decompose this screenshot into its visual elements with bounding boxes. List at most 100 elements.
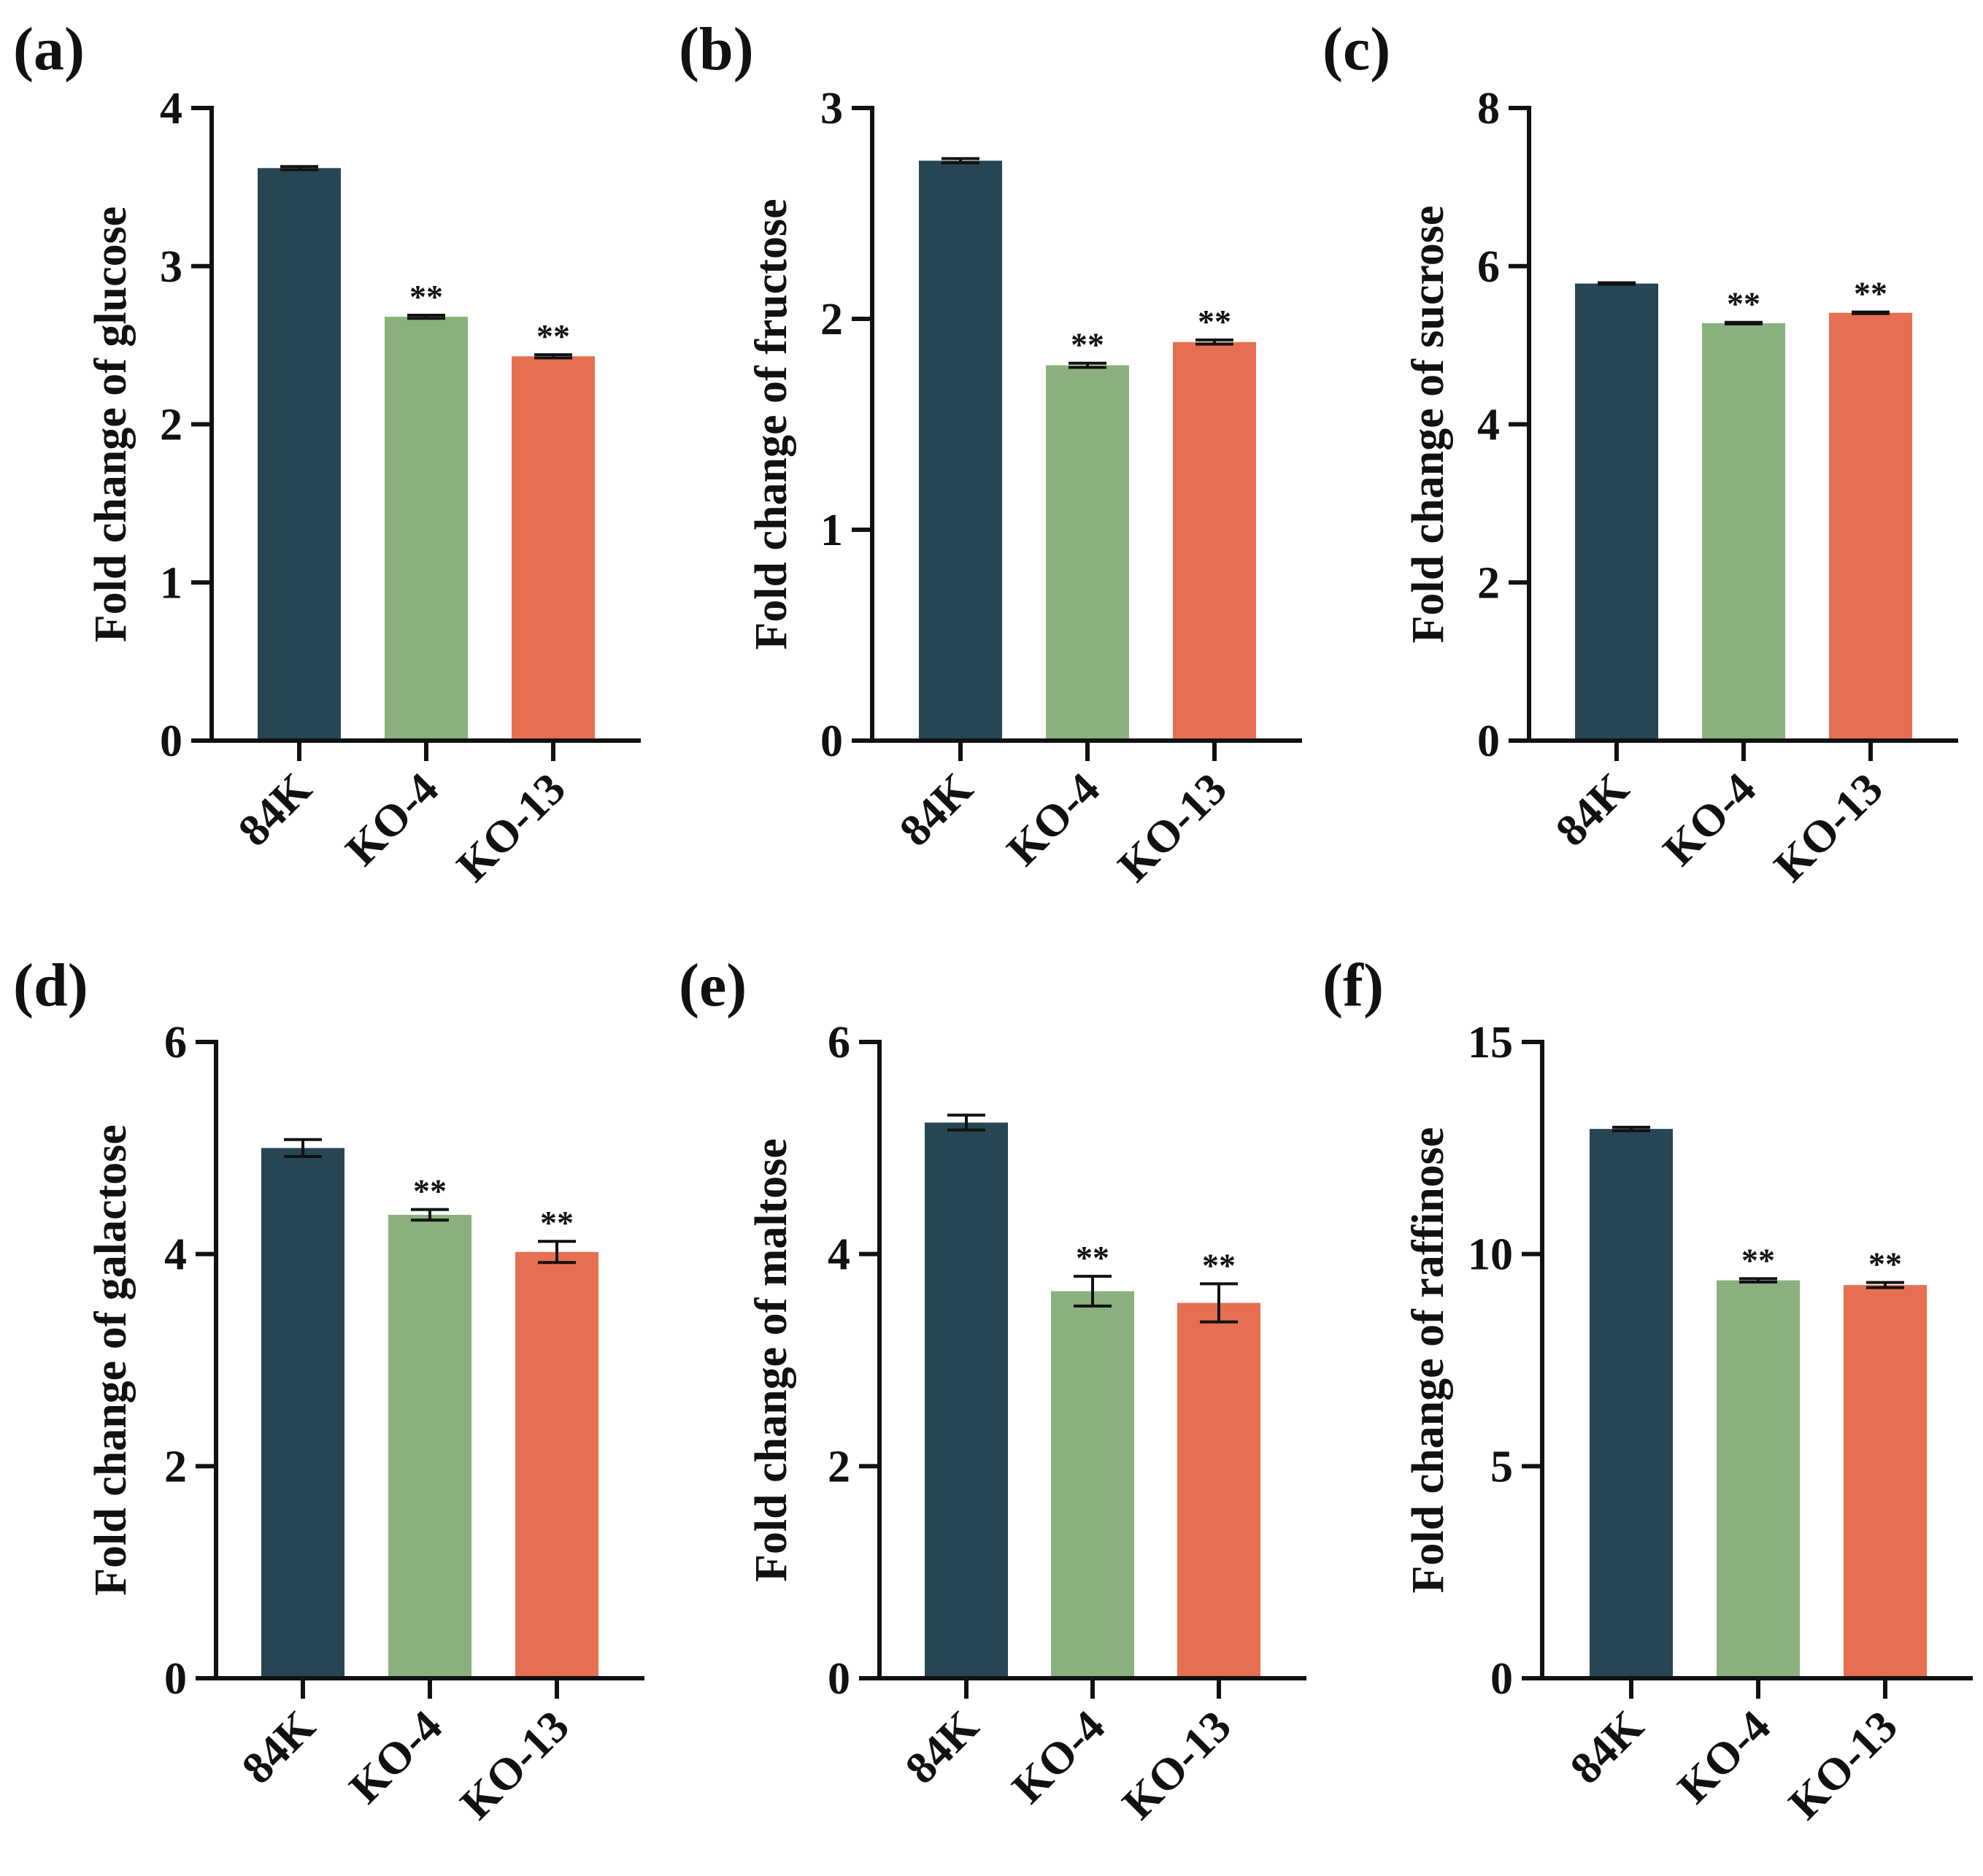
x-tick-label: KO-4 <box>998 764 1109 876</box>
error-bar <box>1200 1282 1238 1324</box>
error-bar <box>411 1208 449 1222</box>
x-tick-label: KO-13 <box>1113 1702 1241 1829</box>
y-tick-label: 15 <box>1468 1018 1513 1068</box>
bar-ko-4 <box>1046 365 1129 741</box>
y-tick-label: 0 <box>820 717 843 766</box>
error-bar <box>407 313 445 320</box>
x-tick-label: KO-4 <box>1003 1702 1114 1813</box>
significance-mark: ** <box>1198 303 1231 340</box>
y-tick-label: 2 <box>164 1442 187 1491</box>
x-tick-label: KO-4 <box>1668 1702 1780 1813</box>
significance-mark: ** <box>1076 1239 1109 1276</box>
x-tick-label: KO-4 <box>336 764 448 876</box>
y-axis-title: Fold change of fructose <box>747 198 796 649</box>
y-tick-label: 0 <box>160 717 182 766</box>
x-tick-label: 84K <box>890 764 982 856</box>
panel-label: (f) <box>1322 951 1384 1019</box>
bar-84k <box>1590 1129 1673 1678</box>
bar-ko-13 <box>1829 312 1912 741</box>
x-tick-label: KO-13 <box>1779 1702 1907 1829</box>
chart-panel-6: (f) Fold change of raffinose 84K ** KO-4 ** KO… <box>1322 951 1973 1829</box>
bar-84k <box>261 1148 344 1678</box>
bar-84k <box>1575 283 1658 741</box>
error-bar <box>1068 361 1106 369</box>
x-tick-label: 84K <box>896 1702 988 1794</box>
bar-ko-13 <box>1173 341 1256 741</box>
bar-ko-13 <box>1844 1285 1927 1678</box>
y-tick-label: 4 <box>1477 401 1500 450</box>
significance-mark: ** <box>413 1173 447 1210</box>
significance-mark: ** <box>1741 1241 1775 1278</box>
chart-panel-2: (b) Fold change of fructose 84K ** KO-4 ** KO-… <box>679 15 1302 892</box>
bar-84k <box>925 1122 1008 1678</box>
bar-ko-13 <box>1177 1302 1260 1678</box>
significance-mark: ** <box>1727 285 1760 323</box>
x-tick-label: 84K <box>1547 764 1639 856</box>
y-tick-label: 2 <box>160 401 182 450</box>
y-tick-label: 0 <box>164 1654 187 1704</box>
y-tick-label: 6 <box>164 1018 187 1068</box>
error-bar <box>1852 310 1890 315</box>
error-bar <box>538 1240 576 1265</box>
bar-ko-13 <box>515 1251 598 1678</box>
panel-label: (b) <box>679 15 754 83</box>
error-bar <box>947 1113 985 1132</box>
y-tick-label: 4 <box>160 84 182 134</box>
bar-ko-13 <box>512 356 595 741</box>
y-axis-title: Fold change of glucose <box>86 206 136 643</box>
significance-mark: ** <box>1202 1246 1236 1284</box>
y-tick-label: 3 <box>820 84 843 134</box>
y-tick-label: 0 <box>1490 1654 1513 1704</box>
error-bar <box>1739 1277 1777 1284</box>
x-tick-label: KO-4 <box>1654 764 1766 876</box>
panel-label: (e) <box>679 951 747 1019</box>
bar-84k <box>919 161 1002 741</box>
y-tick-label: 8 <box>1477 84 1500 134</box>
y-tick-label: 4 <box>164 1230 187 1280</box>
significance-mark: ** <box>1854 275 1887 312</box>
error-bar <box>534 353 572 360</box>
y-axis-title: Fold change of galactose <box>86 1124 136 1596</box>
y-tick-label: 3 <box>160 242 182 292</box>
error-bar <box>1195 338 1233 346</box>
chart-panel-5: (e) Fold change of maltose 84K ** KO-4 ** KO-1… <box>679 951 1306 1829</box>
x-tick-label: 84K <box>1561 1702 1653 1794</box>
y-tick-label: 1 <box>820 506 843 555</box>
chart-panel-1: (a) Fold change of glucose 84K ** KO-4 ** KO-1… <box>13 15 641 892</box>
x-tick-label: 84K <box>229 764 321 856</box>
x-tick-label: 84K <box>233 1702 325 1794</box>
y-tick-label: 2 <box>1477 558 1500 608</box>
y-tick-label: 1 <box>160 558 182 608</box>
panel-label: (a) <box>13 15 85 83</box>
significance-mark: ** <box>540 1204 574 1241</box>
y-tick-label: 0 <box>828 1654 850 1704</box>
error-bar <box>1866 1281 1904 1289</box>
bar-ko-4 <box>385 317 468 741</box>
y-tick-label: 10 <box>1468 1230 1513 1280</box>
panel-label: (c) <box>1322 15 1390 83</box>
bar-ko-4 <box>388 1214 471 1678</box>
error-bar <box>1612 1125 1650 1132</box>
error-bar <box>284 1138 322 1158</box>
y-axis-title: Fold change of raffinose <box>1403 1127 1453 1594</box>
y-tick-label: 0 <box>1477 717 1500 766</box>
y-tick-label: 4 <box>828 1230 850 1280</box>
panel-label: (d) <box>13 951 88 1019</box>
bar-ko-4 <box>1051 1291 1134 1678</box>
y-tick-label: 6 <box>828 1018 850 1068</box>
x-tick-label: KO-13 <box>1765 764 1892 892</box>
chart-panel-3: (c) Fold change of sucrose 84K ** KO-4 ** KO-1… <box>1322 15 1958 892</box>
y-axis-title: Fold change of maltose <box>747 1138 796 1582</box>
significance-mark: ** <box>409 278 443 315</box>
x-tick-label: KO-13 <box>447 764 575 892</box>
error-bar <box>1725 320 1763 325</box>
x-tick-label: KO-4 <box>340 1702 452 1813</box>
bar-84k <box>258 168 341 741</box>
significance-mark: ** <box>1868 1246 1902 1283</box>
y-tick-label: 5 <box>1490 1442 1513 1491</box>
chart-panel-4: (d) Fold change of galactose 84K ** KO-4 ** KO… <box>13 951 644 1829</box>
y-tick-label: 6 <box>1477 242 1500 292</box>
y-tick-label: 2 <box>828 1442 850 1491</box>
x-tick-label: KO-13 <box>1109 764 1236 892</box>
